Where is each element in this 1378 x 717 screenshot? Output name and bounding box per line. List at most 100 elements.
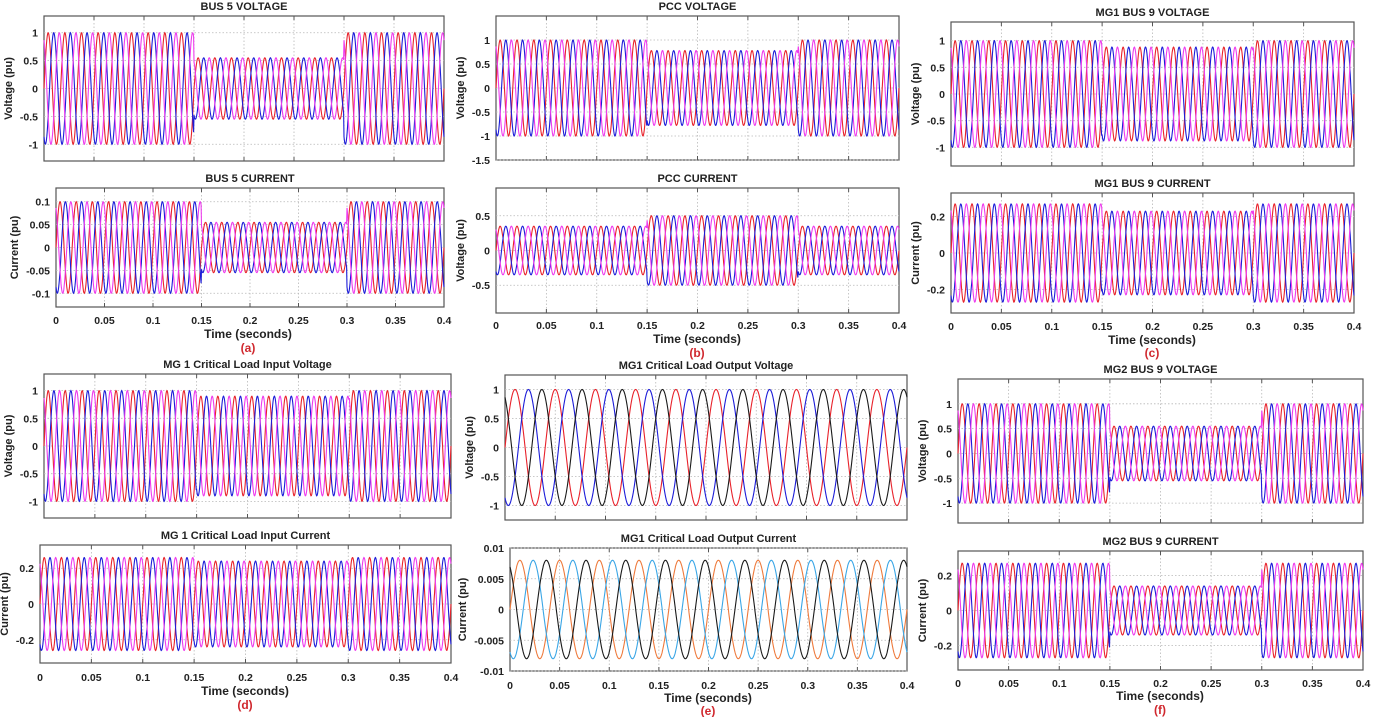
y-tick-label: 0: [939, 89, 945, 101]
y-axis-label: Voltage (pu): [910, 62, 922, 125]
y-axis-label: Voltage (pu): [917, 419, 929, 482]
series-line-3: [509, 559, 908, 660]
y-axis-label: Voltage (pu): [3, 57, 15, 120]
subplot-b-current: -0.5 0 0.5 PCC CURRENT Voltage (pu) 0 0.05 0.1 0…: [455, 173, 907, 332]
series-line-2: [55, 200, 445, 295]
x-tick-label: 0.2: [701, 680, 716, 692]
x-tick-label: 0.15: [649, 680, 670, 692]
y-tick-label: 1: [946, 399, 952, 411]
subplot-c-current: -0.2 0 0.2 MG1 BUS 9 CURRENT Current (pu) 0 0.…: [910, 178, 1362, 333]
series-line-2: [39, 556, 452, 652]
series-line-1: [43, 389, 452, 503]
subplot-title: BUS 5 VOLTAGE: [201, 1, 288, 13]
y-tick-label: -0.2: [934, 641, 952, 653]
x-tick-label: 0.25: [287, 672, 308, 684]
x-tick-label: 0.15: [1092, 321, 1113, 333]
y-tick-label: -0.2: [927, 284, 945, 296]
subplot-e-current: -0.01 -0.005 0 0.005 0.01 MG1 Critical Load O…: [457, 533, 914, 692]
x-tick-label: 0.35: [838, 320, 859, 332]
x-tick-label: 0.2: [243, 315, 258, 327]
x-tick-label: 0.3: [1246, 321, 1261, 333]
x-axis-label: Time (seconds): [1116, 689, 1204, 703]
y-tick-label: 0: [946, 448, 952, 460]
y-tick-label: -0.2: [16, 635, 34, 647]
x-axis-label: Time (seconds): [1108, 333, 1196, 347]
subplot-title: MG 1 Critical Load Input Current: [161, 530, 331, 542]
x-tick-label: 0.4: [437, 315, 452, 327]
y-tick-label: 1: [32, 386, 38, 398]
x-tick-label: 0.35: [1302, 678, 1323, 690]
x-tick-label: 0.1: [1052, 678, 1067, 690]
y-tick-label: 0.5: [930, 62, 945, 74]
y-tick-label: 0: [44, 243, 50, 255]
panel-label: (c): [1145, 346, 1160, 360]
subplot-c-voltage: -1 -0.5 0 0.5 1 MG1 BUS 9 VOLTAGE Voltage (pu): [910, 7, 1355, 167]
panel-label: (a): [241, 341, 256, 355]
x-axis-label: Time (seconds): [664, 691, 752, 705]
y-tick-label: -0.5: [927, 116, 945, 128]
series-line-1: [957, 562, 1364, 659]
subplot-title: MG2 BUS 9 VOLTAGE: [1104, 364, 1218, 376]
y-tick-label: -1: [943, 498, 952, 510]
y-tick-label: 0: [28, 599, 34, 611]
y-tick-label: -0.01: [480, 666, 504, 678]
y-tick-label: -0.5: [472, 107, 490, 119]
subplot-title: PCC CURRENT: [657, 173, 737, 185]
y-tick-label: -0.5: [20, 469, 38, 481]
series-line-3: [39, 556, 452, 652]
x-tick-label: 0.4: [444, 672, 459, 684]
x-tick-label: 0.15: [191, 315, 212, 327]
series-line-1: [43, 31, 445, 146]
subplot-title: MG2 BUS 9 CURRENT: [1102, 536, 1218, 548]
y-tick-label: 0.1: [35, 197, 50, 209]
y-tick-label: 0: [939, 248, 945, 260]
x-tick-label: 0.05: [991, 321, 1012, 333]
subplot-title: MG1 BUS 9 VOLTAGE: [1096, 7, 1210, 19]
series-line-2: [43, 389, 452, 503]
panel-label: (d): [237, 698, 252, 712]
subplot-f-current: -0.2 0 0.2 MG2 BUS 9 CURRENT Current (pu) 0 0.…: [917, 536, 1371, 690]
subplot-a-voltage: -1 -0.5 0 0.5 1 BUS 5 VOLTAGE Voltage (pu): [3, 1, 445, 162]
x-tick-label: 0.3: [1254, 678, 1269, 690]
subplot-title: MG1 BUS 9 CURRENT: [1094, 178, 1210, 190]
x-tick-label: 0: [507, 680, 513, 692]
x-tick-label: 0.4: [900, 680, 915, 692]
series-line-3: [950, 202, 1355, 304]
subplot-title: MG 1 Critical Load Input Voltage: [163, 359, 331, 371]
series-line-1: [495, 215, 900, 286]
x-tick-label: 0.35: [1293, 321, 1314, 333]
series-line-1: [509, 559, 908, 660]
panel-label: (b): [689, 346, 704, 360]
series-line-2: [495, 215, 900, 286]
series-line-3: [495, 215, 900, 286]
x-tick-label: 0.3: [341, 672, 356, 684]
y-tick-label: -0.05: [26, 265, 50, 277]
x-tick-label: 0.3: [791, 320, 806, 332]
y-tick-label: 1: [939, 36, 945, 48]
series-line-1: [950, 39, 1355, 149]
x-tick-label: 0: [493, 320, 499, 332]
series-line-2: [504, 388, 908, 507]
subplot-a-current: -0.1 -0.05 0 0.05 0.1 BUS 5 CURRENT Current (p…: [9, 173, 451, 327]
series-line-3: [950, 39, 1355, 149]
x-tick-label: 0.1: [602, 680, 617, 692]
y-tick-label: 1: [484, 35, 490, 47]
y-tick-label: 0: [484, 83, 490, 95]
y-axis-label: Current (pu): [9, 215, 21, 279]
series-line-2: [957, 562, 1364, 659]
x-tick-label: 0: [53, 315, 59, 327]
subplot-d-current: -0.2 0 0.2 MG 1 Critical Load Input Current…: [0, 530, 458, 684]
y-tick-label: 0.5: [475, 59, 490, 71]
x-tick-label: 0.05: [549, 680, 570, 692]
x-tick-label: 0.05: [81, 672, 102, 684]
series-line-3: [957, 562, 1364, 659]
x-tick-label: 0.25: [738, 320, 759, 332]
x-tick-label: 0.15: [1100, 678, 1121, 690]
series-line-2: [950, 39, 1355, 149]
x-tick-label: 0.35: [385, 315, 406, 327]
series-line-1: [504, 388, 908, 507]
x-tick-label: 0.2: [1145, 321, 1160, 333]
series-line-3: [43, 31, 445, 146]
series-line-3: [957, 402, 1364, 505]
